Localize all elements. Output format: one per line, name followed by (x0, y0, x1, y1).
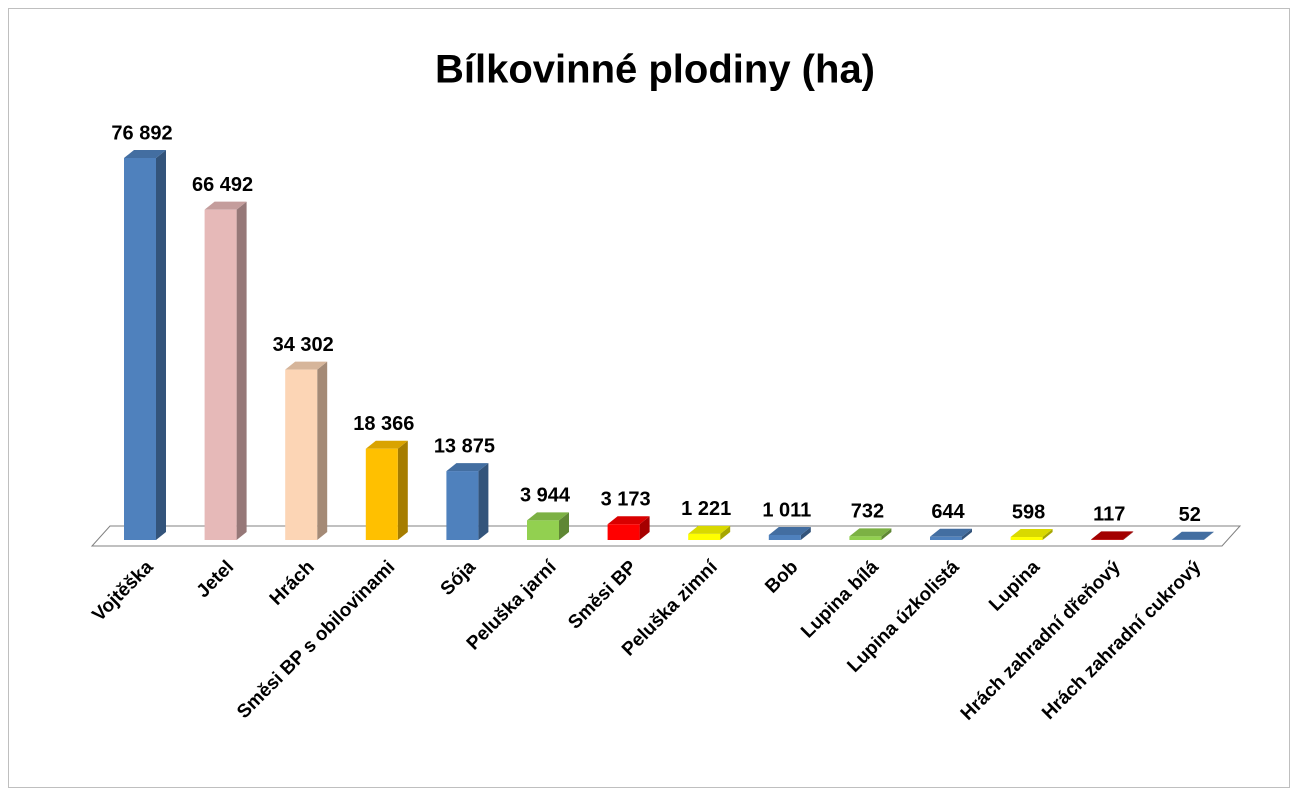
bar-side (639, 516, 650, 540)
bar-side (236, 201, 247, 540)
bar (527, 520, 559, 540)
bar-side (1203, 531, 1214, 540)
bar (607, 524, 640, 540)
bar-top (446, 463, 489, 472)
bar (285, 369, 318, 540)
bar (204, 209, 237, 540)
value-label: 3 944 (520, 485, 571, 507)
bar-side (962, 528, 972, 540)
bar (1010, 537, 1043, 540)
bar-top (930, 528, 972, 537)
bar (930, 536, 962, 540)
value-label: 1 221 (681, 498, 731, 520)
bar-top (607, 516, 650, 525)
value-label: 732 (851, 501, 884, 523)
bar (688, 533, 721, 540)
bar-top (365, 440, 408, 449)
bar-top (849, 528, 892, 537)
bar-side (800, 526, 811, 540)
bar-side (317, 361, 328, 540)
value-label: 3 173 (601, 489, 651, 511)
floor (90, 525, 1242, 547)
bar-side (1042, 529, 1053, 540)
bar-top (124, 150, 166, 158)
value-label: 644 (931, 501, 965, 523)
value-label: 52 (1179, 504, 1201, 526)
value-label: 598 (1012, 501, 1045, 523)
value-label: 76 892 (111, 122, 172, 144)
bar-side (1123, 531, 1134, 540)
chart-title: Bílkovinné plodiny (ha) (435, 48, 875, 92)
bar (365, 448, 398, 540)
bar (768, 534, 801, 540)
bar-side (559, 512, 569, 540)
value-label: 117 (1093, 504, 1125, 526)
value-label: 18 366 (353, 413, 414, 435)
bar-side (397, 440, 408, 540)
bar-top (1010, 529, 1053, 538)
bar-top (688, 525, 731, 534)
value-label: 34 302 (273, 334, 334, 356)
bar (1091, 539, 1124, 540)
value-label: 1 011 (762, 499, 811, 521)
bar-side (881, 528, 892, 540)
bar-top (285, 361, 328, 370)
bar (849, 536, 882, 540)
bar (446, 471, 479, 540)
bar-top (204, 201, 247, 210)
value-label: 66 492 (192, 174, 253, 196)
bar-side (156, 150, 166, 540)
bar-top (527, 512, 569, 521)
bar-side (478, 463, 489, 540)
value-label: 13 875 (434, 435, 495, 457)
bar (124, 158, 156, 540)
bar-side (720, 525, 731, 540)
bar-top (1091, 531, 1134, 540)
bar-top (1171, 531, 1214, 540)
bar-top (768, 526, 811, 535)
